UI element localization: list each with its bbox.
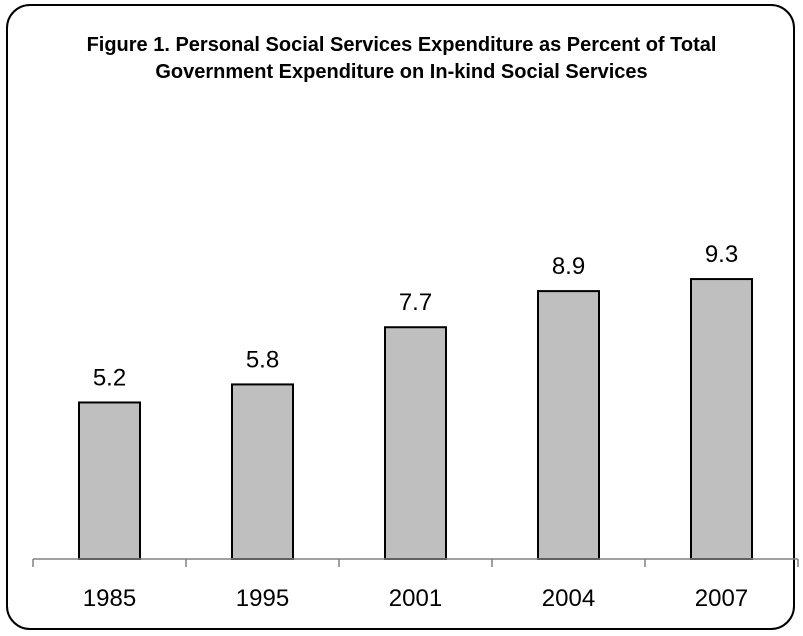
labels-group: 5.2 1985 5.8 1995 7.7 2001 8.9 2004 9.3 2007: [83, 241, 748, 612]
tick-label-2004: 2004: [542, 585, 595, 612]
bar-2004: [537, 290, 600, 560]
data-label-2004: 8.9: [552, 253, 585, 280]
tick-label-1995: 1995: [236, 585, 289, 612]
bar-1995: [231, 383, 294, 561]
tick-label-2001: 2001: [389, 585, 442, 612]
tick-label-1985: 1985: [83, 585, 136, 612]
data-label-1995: 5.8: [246, 346, 279, 373]
bar-2007: [690, 278, 753, 560]
tick-label-2007: 2007: [695, 585, 748, 612]
data-label-2001: 7.7: [399, 289, 432, 316]
chart-title: Figure 1. Personal Social Services Expen…: [86, 34, 717, 83]
data-label-2007: 9.3: [705, 241, 738, 268]
bar-2001: [384, 326, 447, 561]
bars-group: [78, 278, 753, 561]
x-axis: [32, 558, 799, 567]
bar-1985: [78, 401, 141, 561]
data-label-1985: 5.2: [93, 364, 126, 391]
